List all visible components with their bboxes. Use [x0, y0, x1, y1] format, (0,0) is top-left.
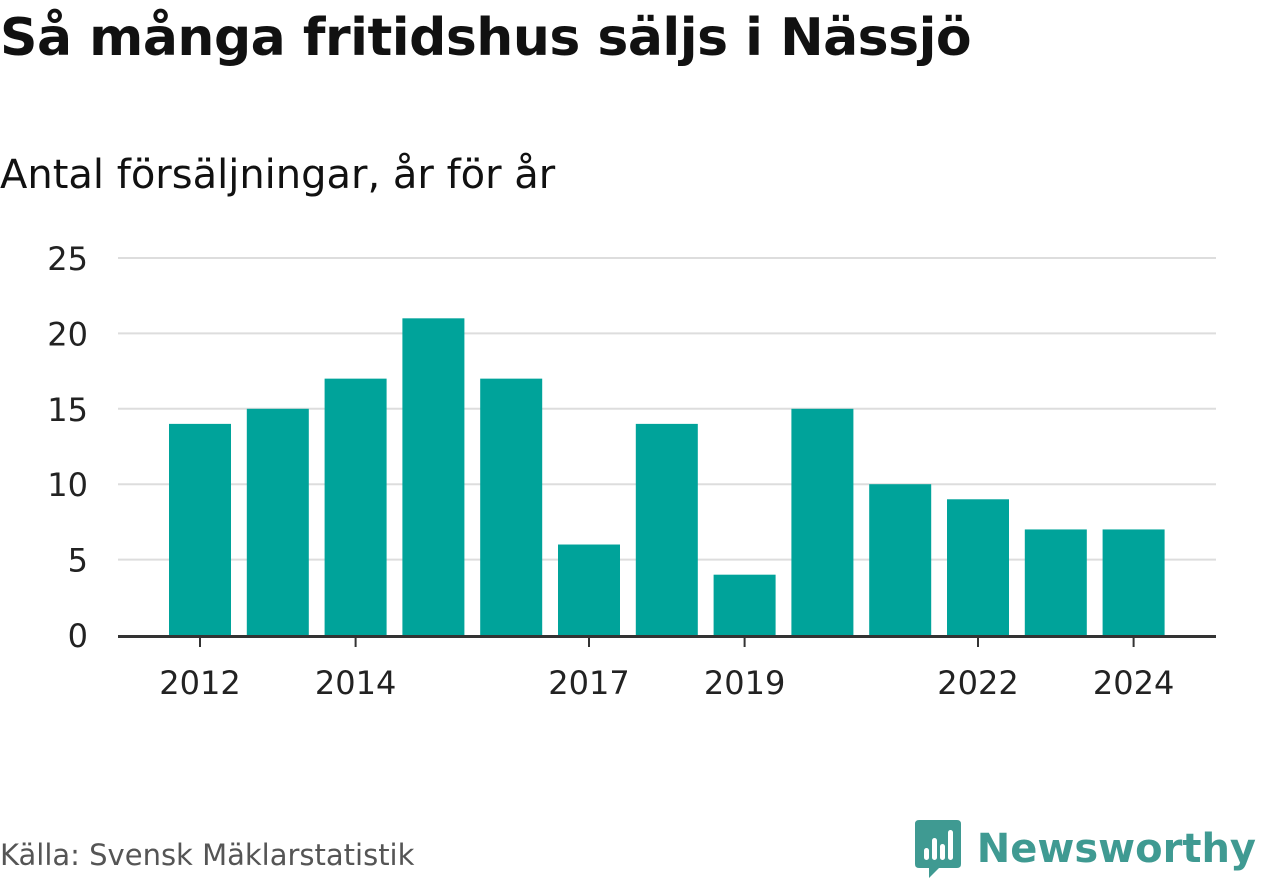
bar-2020	[791, 408, 854, 635]
brand-logo: Newsworthy	[913, 818, 1256, 880]
x-tick-label: 2014	[315, 664, 396, 702]
bars	[169, 318, 1165, 635]
bar-chart: 0 5 10 15 20 25 2012 2014 2017 2019 2022 2024	[47, 240, 1216, 702]
bar-2013	[246, 408, 309, 635]
bar-2021	[869, 484, 932, 635]
y-tick-label: 20	[47, 315, 88, 353]
chart-title: Så många fritidshus säljs i Nässjö	[0, 8, 972, 68]
source-note: Källa: Svensk Mäklarstatistik	[0, 838, 415, 872]
x-tick-label: 2012	[159, 664, 240, 702]
y-tick-label: 0	[68, 617, 88, 655]
bar-2018	[635, 423, 698, 635]
bar-2016	[480, 378, 543, 635]
y-axis-ticks: 0 5 10 15 20 25	[47, 240, 88, 655]
bar-2019	[713, 574, 776, 635]
y-tick-label: 10	[47, 466, 88, 504]
x-tick-label: 2017	[548, 664, 629, 702]
bar-2015	[402, 318, 465, 635]
newsworthy-logo-icon	[914, 820, 961, 878]
x-axis: 2012 2014 2017 2019 2022 2024	[118, 635, 1216, 702]
bar-2014	[324, 378, 387, 635]
bar-2017	[558, 544, 620, 635]
x-tick-label: 2024	[1093, 664, 1174, 702]
brand-name: Newsworthy	[976, 826, 1256, 872]
x-tick-label: 2019	[704, 664, 785, 702]
bar-2023	[1024, 529, 1087, 635]
bar-2012	[169, 423, 231, 635]
bar-2024	[1102, 529, 1165, 635]
y-tick-label: 5	[68, 542, 88, 580]
y-tick-label: 25	[47, 240, 88, 278]
chart-subtitle: Antal försäljningar, år för år	[0, 152, 556, 198]
y-tick-label: 15	[47, 391, 88, 429]
x-tick-label: 2022	[937, 664, 1018, 702]
bar-2022	[947, 499, 1009, 635]
